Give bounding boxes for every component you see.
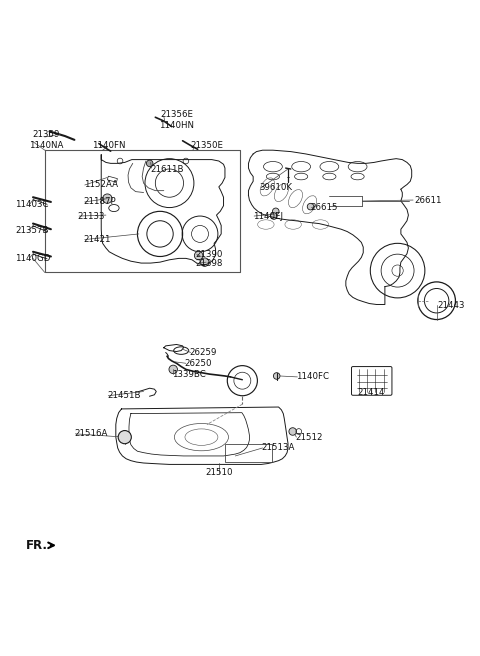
Circle shape — [307, 203, 314, 210]
Text: 21356E
1140HN: 21356E 1140HN — [159, 110, 194, 130]
Circle shape — [169, 365, 178, 374]
Text: 26259: 26259 — [189, 348, 216, 357]
Bar — [225, 444, 272, 462]
Circle shape — [118, 430, 132, 443]
Circle shape — [201, 258, 209, 266]
Text: 21357B: 21357B — [15, 226, 48, 235]
Text: 26615: 26615 — [311, 203, 338, 212]
Text: 21421: 21421 — [84, 235, 111, 244]
Circle shape — [274, 373, 280, 379]
Polygon shape — [116, 407, 288, 464]
Text: 21451B: 21451B — [108, 391, 141, 400]
Text: 21187P: 21187P — [84, 197, 117, 207]
Circle shape — [194, 251, 203, 260]
Text: 1140FC: 1140FC — [297, 373, 329, 381]
Text: 1140EJ: 1140EJ — [252, 211, 283, 220]
Circle shape — [273, 208, 279, 215]
Text: 21350E: 21350E — [191, 141, 224, 150]
Text: 21414: 21414 — [357, 388, 384, 398]
Text: 1152AA: 1152AA — [84, 180, 118, 190]
Text: 26250: 26250 — [184, 359, 212, 368]
Text: 21398: 21398 — [195, 259, 223, 268]
Text: 21133: 21133 — [78, 211, 105, 220]
Text: 39610K: 39610K — [260, 183, 293, 192]
Text: 1140GD: 1140GD — [15, 254, 50, 263]
Circle shape — [289, 428, 297, 435]
Text: 21512: 21512 — [296, 433, 323, 441]
Text: 21513A: 21513A — [261, 443, 295, 453]
Bar — [108, 176, 118, 182]
Text: 21390: 21390 — [195, 250, 223, 259]
Text: 21443: 21443 — [438, 301, 465, 310]
Text: 1140FN: 1140FN — [92, 141, 125, 150]
Text: 21516A: 21516A — [74, 429, 108, 438]
Text: 21359
1140NA: 21359 1140NA — [29, 130, 63, 150]
Circle shape — [103, 194, 112, 203]
Text: 11403C: 11403C — [15, 200, 48, 209]
Text: 26611: 26611 — [414, 195, 442, 205]
Text: 1339BC: 1339BC — [172, 369, 205, 379]
Text: 21510: 21510 — [205, 468, 233, 478]
Circle shape — [146, 160, 153, 167]
Text: 21611B: 21611B — [151, 165, 184, 173]
Text: FR.: FR. — [26, 539, 48, 552]
Circle shape — [271, 213, 277, 219]
